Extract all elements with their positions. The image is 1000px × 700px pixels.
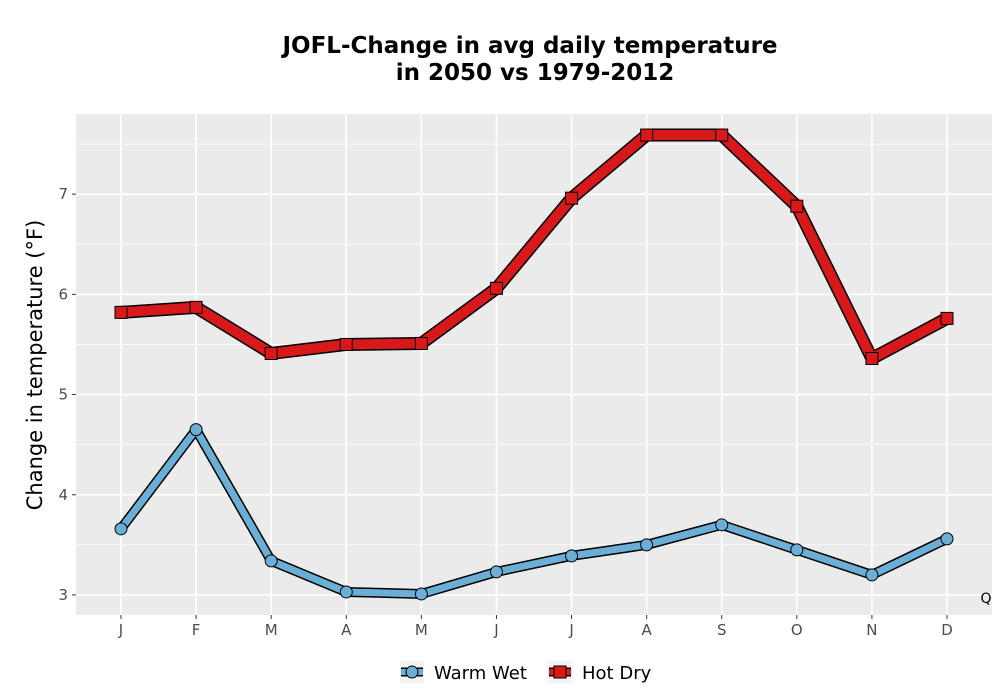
data-point: [715, 128, 729, 142]
x-tick-label: S: [717, 621, 727, 639]
legend-item: Hot Dry: [548, 661, 652, 684]
legend-label: Warm Wet: [434, 663, 527, 684]
x-tick-label: A: [341, 621, 352, 639]
legend-marker: [405, 665, 419, 679]
x-tick-label: J: [118, 621, 123, 639]
data-point: [940, 532, 954, 546]
data-point: [264, 554, 278, 568]
y-tick-label: 7: [58, 185, 68, 203]
data-point: [940, 311, 954, 325]
legend-label: Hot Dry: [582, 663, 652, 684]
data-point: [790, 199, 804, 213]
legend-item: Warm Wet: [400, 661, 527, 684]
x-tick-label: D: [941, 621, 953, 639]
grid-lines: [76, 114, 992, 615]
data-point: [264, 346, 278, 360]
data-point: [790, 543, 804, 557]
y-tick-label: 6: [58, 285, 68, 303]
legend: Warm Wet Hot Dry: [400, 661, 652, 684]
data-point: [489, 565, 503, 579]
y-axis-label: Change in temperature (°F): [23, 220, 47, 511]
data-point: [565, 549, 579, 563]
x-tick-label: F: [192, 621, 201, 639]
series-hot-dry: [114, 128, 954, 365]
data-point: [640, 538, 654, 552]
y-axis-ticks: 3 4 5 6 7: [58, 185, 76, 604]
series-warm-wet: [114, 423, 954, 601]
data-point: [339, 585, 353, 599]
data-point: [339, 337, 353, 351]
data-point: [865, 351, 879, 365]
x-tick-label: J: [568, 621, 573, 639]
series-line: [117, 426, 951, 598]
data-point: [489, 281, 503, 295]
chart-title: JOFL-Change in avg daily temperature: [280, 33, 777, 59]
data-point: [189, 300, 203, 314]
data-point: [414, 336, 428, 350]
corner-label: Q: [980, 591, 991, 607]
data-point: [565, 191, 579, 205]
x-tick-label: J: [493, 621, 498, 639]
x-tick-label: M: [265, 621, 278, 639]
data-point: [114, 522, 128, 536]
data-point: [715, 518, 729, 532]
x-tick-label: O: [791, 621, 803, 639]
data-point: [640, 128, 654, 142]
x-tick-label: A: [642, 621, 653, 639]
y-tick-label: 3: [58, 586, 68, 604]
series-line: [116, 130, 952, 364]
data-point: [414, 587, 428, 601]
plot-panel: [76, 114, 992, 615]
y-tick-label: 4: [58, 486, 68, 504]
series-layer: [114, 128, 954, 601]
legend-marker: [553, 665, 567, 679]
data-point: [114, 305, 128, 319]
y-tick-label: 5: [58, 386, 68, 404]
x-tick-label: M: [415, 621, 428, 639]
data-point: [189, 423, 203, 437]
data-point: [865, 568, 879, 582]
chart-subtitle: in 2050 vs 1979-2012: [396, 60, 675, 86]
x-tick-label: N: [866, 621, 877, 639]
